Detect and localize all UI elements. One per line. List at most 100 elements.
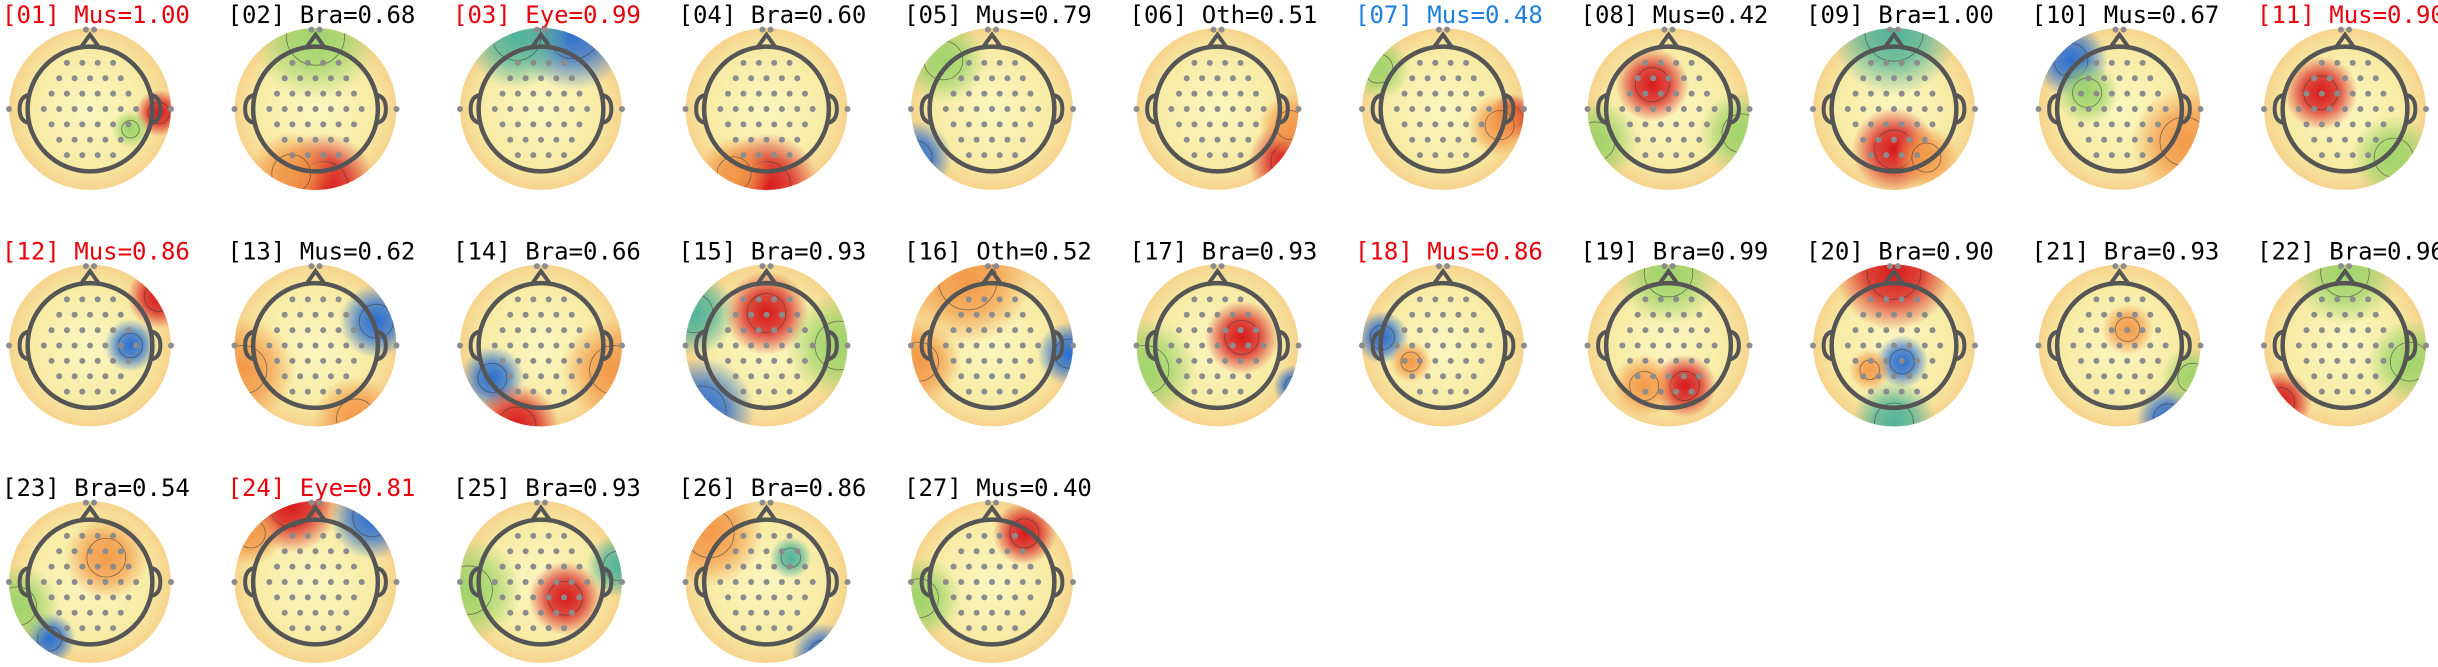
electrode <box>79 59 86 66</box>
electrode <box>71 342 78 349</box>
electrode <box>771 296 778 303</box>
electrode <box>942 106 949 112</box>
electrode <box>297 106 304 112</box>
electrode <box>1199 311 1206 318</box>
electrode <box>794 136 801 143</box>
electrode <box>522 342 529 349</box>
electrode <box>350 357 357 364</box>
electrode <box>2116 373 2123 380</box>
electrode <box>538 136 544 143</box>
electrode <box>71 311 78 318</box>
electrode <box>801 563 808 570</box>
electrode <box>1898 121 1905 128</box>
electrode <box>1206 388 1213 395</box>
electrode <box>231 342 238 349</box>
ear-left <box>919 93 932 125</box>
electrode <box>553 136 560 143</box>
electrode <box>343 136 350 143</box>
electrode <box>771 563 778 570</box>
component-title: [04] Bra=0.60 <box>679 1 867 29</box>
electrode <box>1867 90 1874 97</box>
electrode <box>2318 296 2325 303</box>
head-outline <box>927 280 1057 411</box>
electrode <box>1711 106 1718 112</box>
electrode <box>1432 59 1439 66</box>
electrode <box>320 625 327 632</box>
electrode <box>1432 90 1439 97</box>
head-outline <box>25 517 155 647</box>
electrode <box>2326 136 2333 143</box>
electrode <box>1478 357 1485 364</box>
electrode <box>1229 342 1236 349</box>
electrode <box>48 327 55 334</box>
component: [26] Bra=0.86 <box>679 474 866 663</box>
electrode <box>778 342 785 349</box>
electrode <box>320 296 327 303</box>
electrode <box>1521 342 1527 349</box>
electrode <box>1237 90 1244 97</box>
electrode <box>507 373 514 380</box>
nose <box>1205 31 1230 50</box>
electrode <box>1206 296 1213 303</box>
nose <box>303 504 328 523</box>
electrode <box>2147 311 2154 318</box>
electrode <box>91 26 98 33</box>
electrode <box>1665 75 1672 82</box>
electrode <box>1359 342 1365 349</box>
electrode <box>343 373 350 380</box>
electrode <box>809 579 816 585</box>
electrode <box>771 152 778 159</box>
electrode <box>1176 90 1183 97</box>
electrode <box>1237 59 1244 66</box>
electrode <box>2346 263 2353 270</box>
electrode <box>965 121 972 128</box>
electrode <box>1470 106 1477 112</box>
electrode <box>748 548 755 555</box>
electrode <box>2372 311 2379 318</box>
electrode <box>350 327 357 334</box>
ear-left <box>17 93 30 125</box>
electrode <box>40 342 47 349</box>
contour <box>1866 264 1922 300</box>
electrode <box>281 342 288 349</box>
electrode <box>343 579 350 585</box>
electrode <box>1401 121 1408 128</box>
electrode <box>1860 342 1867 349</box>
nose <box>2333 267 2357 287</box>
electrode <box>71 579 78 585</box>
electrode <box>1199 373 1206 380</box>
electrode <box>1642 388 1649 395</box>
electrode <box>755 625 762 632</box>
ear-right <box>150 566 163 598</box>
electrode <box>561 90 568 97</box>
electrode <box>2334 388 2341 395</box>
electrode <box>942 579 949 585</box>
electrode <box>6 342 12 349</box>
electrode <box>2197 106 2204 112</box>
electrode <box>304 90 311 97</box>
electrode <box>2131 106 2138 112</box>
electrode <box>91 263 98 270</box>
electrode <box>274 563 281 570</box>
electrode <box>1895 26 1902 33</box>
electrode <box>1688 327 1695 334</box>
electrode <box>545 327 552 334</box>
nose <box>2107 267 2132 287</box>
scalp-map <box>9 28 171 190</box>
head-outline <box>701 44 832 174</box>
ear-right <box>2180 329 2192 362</box>
electrode <box>545 357 552 364</box>
electrode <box>63 327 70 334</box>
component: [24] Eye=0.81 <box>228 474 415 663</box>
activation-blob <box>685 501 763 587</box>
electrode <box>1665 373 1672 380</box>
electrode <box>778 548 785 555</box>
electrode <box>1416 357 1423 364</box>
electrode <box>2085 311 2092 318</box>
electrode <box>2124 121 2131 128</box>
electrode <box>767 263 774 270</box>
electrode <box>2318 59 2325 66</box>
electrode <box>1206 327 1213 334</box>
electrode <box>568 311 575 318</box>
electrode <box>117 609 124 616</box>
